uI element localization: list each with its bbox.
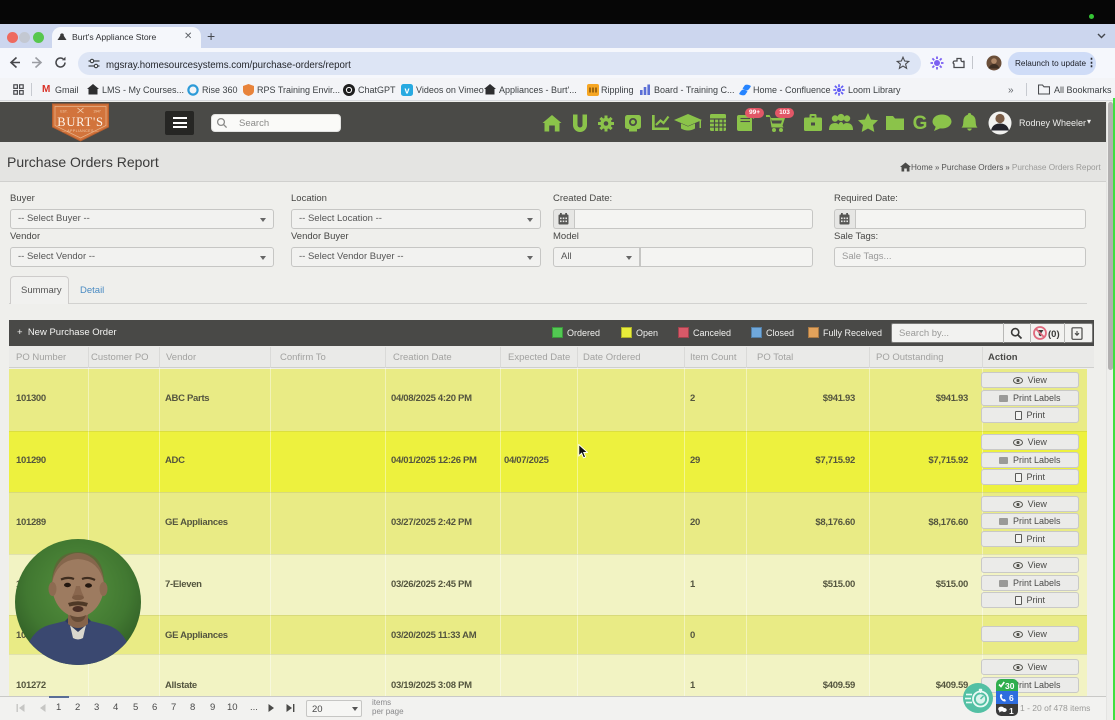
svg-text:v: v (404, 86, 409, 96)
svg-text:1947: 1947 (93, 110, 101, 114)
svg-text:— APPLIANCES —: — APPLIANCES — (62, 129, 99, 133)
svg-text:G: G (913, 113, 928, 134)
svg-text:EST.: EST. (60, 110, 67, 114)
svg-text:BURT'S: BURT'S (57, 115, 104, 129)
